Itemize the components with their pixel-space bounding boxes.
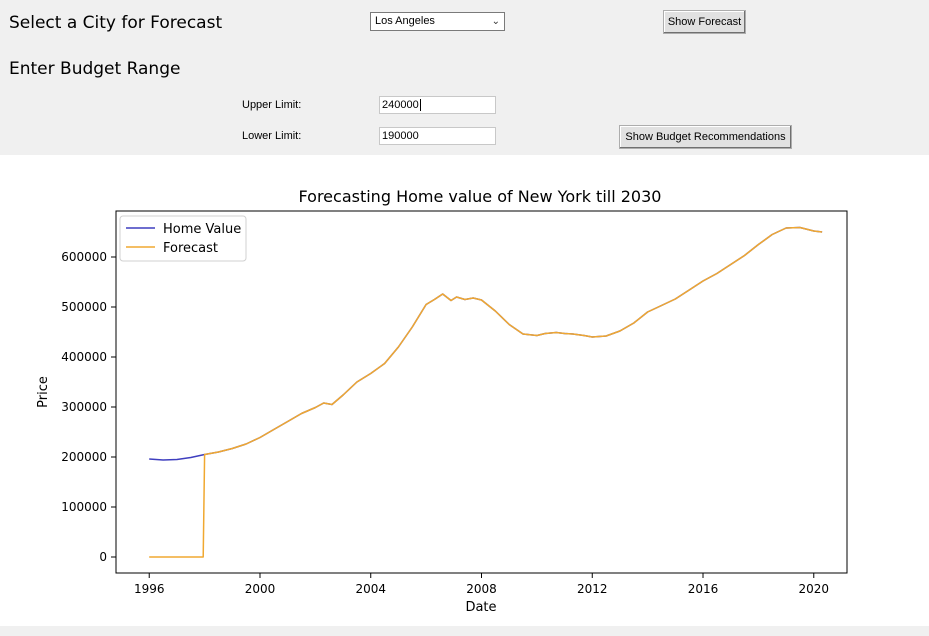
chart-title: Forecasting Home value of New York till … — [299, 187, 662, 206]
text-caret — [419, 99, 421, 112]
y-axis-label: Price — [36, 376, 51, 408]
plot-area — [115, 210, 848, 574]
y-tick-label: 400000 — [61, 350, 107, 364]
x-axis: 1996 2000 2004 2008 2012 2016 2020 — [134, 573, 829, 596]
x-tick-label: 2020 — [798, 582, 829, 596]
y-tick-label: 100000 — [61, 500, 107, 514]
y-tick-label: 300000 — [61, 400, 107, 414]
x-axis-label: Date — [465, 600, 496, 615]
series-line-forecast — [149, 226, 823, 558]
chevron-down-icon: ⌄ — [491, 16, 500, 27]
lower-limit-input[interactable]: 190000 — [379, 127, 496, 145]
controls-panel: Select a City for Forecast Los Angeles ⌄… — [0, 0, 929, 155]
x-tick-label: 2012 — [577, 582, 608, 596]
lower-limit-value: 190000 — [382, 130, 419, 142]
forecast-chart: Forecasting Home value of New York till … — [36, 187, 848, 615]
x-tick-label: 2004 — [355, 582, 386, 596]
show-forecast-button[interactable]: Show Forecast — [663, 10, 746, 34]
budget-heading: Enter Budget Range — [9, 59, 181, 79]
legend-label-forecast: Forecast — [163, 241, 218, 256]
upper-limit-label: Upper Limit: — [242, 99, 302, 111]
x-tick-label: 2016 — [688, 582, 719, 596]
x-tick-label: 1996 — [134, 582, 165, 596]
legend-label-home-value: Home Value — [163, 222, 241, 237]
city-select-value: Los Angeles — [375, 15, 435, 27]
upper-limit-input[interactable]: 240000 — [379, 96, 496, 114]
show-budget-recommendations-button[interactable]: Show Budget Recommendations — [619, 125, 792, 149]
series-layer — [149, 226, 823, 558]
y-axis: 0 100000 200000 300000 400000 500000 600000 — [61, 250, 116, 564]
city-heading: Select a City for Forecast — [9, 13, 223, 33]
x-tick-label: 2000 — [245, 582, 276, 596]
y-tick-label: 0 — [99, 550, 107, 564]
y-tick-label: 600000 — [61, 250, 107, 264]
x-tick-label: 2008 — [466, 582, 497, 596]
upper-limit-value: 240000 — [382, 99, 419, 111]
legend: Home Value Forecast — [119, 215, 247, 262]
city-select[interactable]: Los Angeles ⌄ — [370, 12, 505, 31]
series-line-home-value — [149, 226, 823, 461]
lower-limit-label: Lower Limit: — [242, 130, 302, 142]
footer-bar — [0, 626, 929, 636]
y-tick-label: 500000 — [61, 300, 107, 314]
y-tick-label: 200000 — [61, 450, 107, 464]
